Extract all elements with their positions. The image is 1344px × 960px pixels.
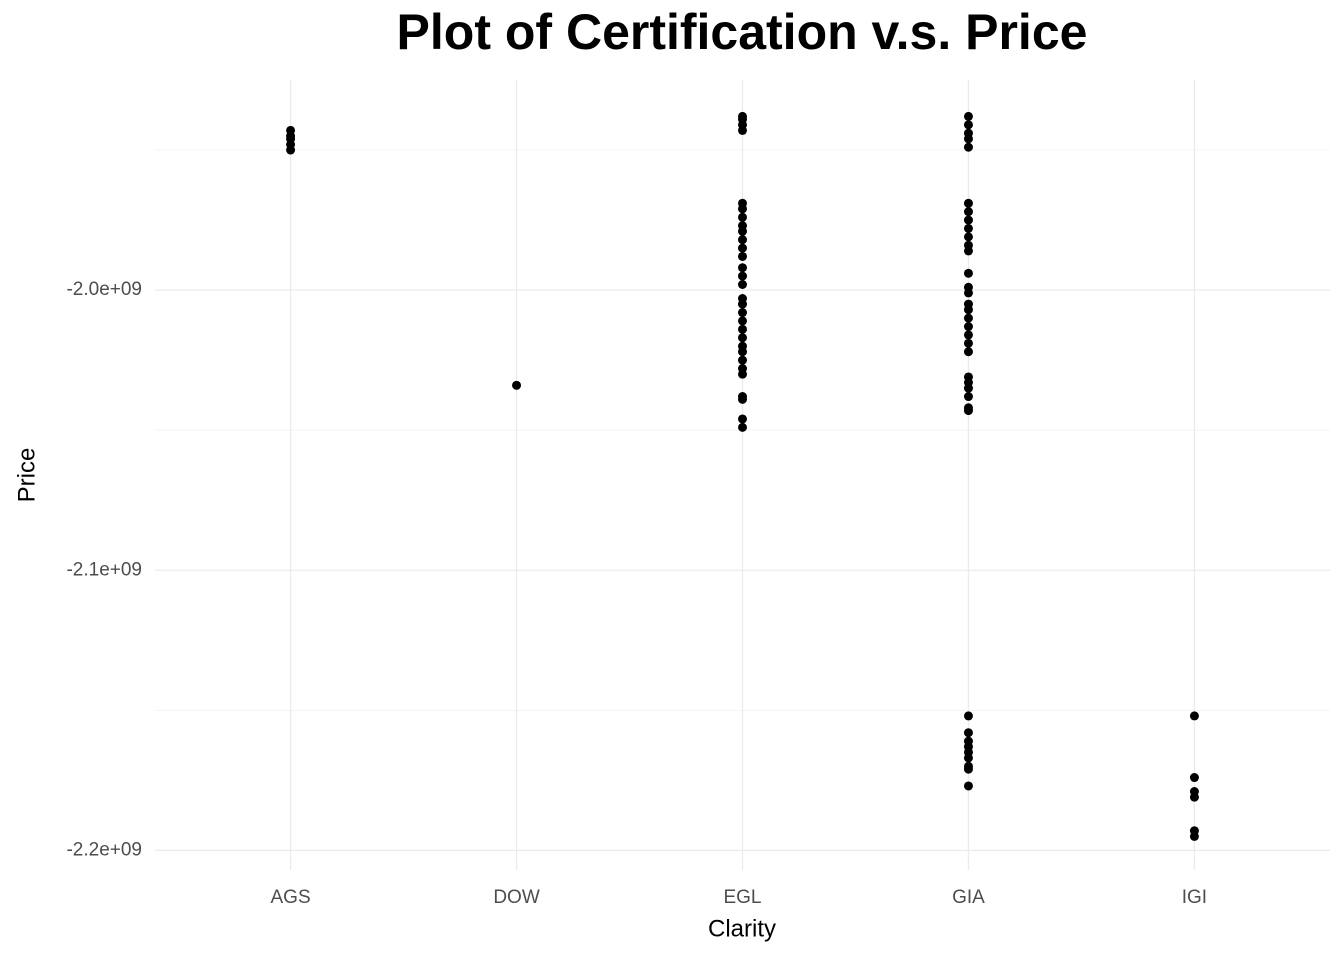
grid <box>155 80 1330 870</box>
point <box>738 280 747 290</box>
point <box>738 263 747 273</box>
point <box>963 764 973 774</box>
point <box>1189 773 1199 783</box>
point <box>738 243 747 253</box>
point <box>738 235 747 245</box>
point <box>738 347 747 357</box>
x-axis-title: Clarity <box>708 915 776 942</box>
point <box>1189 711 1199 721</box>
point <box>963 111 973 121</box>
point <box>963 120 973 130</box>
point <box>963 338 973 348</box>
point <box>963 305 973 315</box>
y-tick-label: -2.1e+09 <box>66 559 142 580</box>
x-tick-label: AGS <box>271 887 311 908</box>
point <box>963 753 973 763</box>
point <box>963 268 973 278</box>
point <box>963 223 973 233</box>
point <box>738 422 747 432</box>
point <box>738 226 747 236</box>
point <box>963 207 973 217</box>
point <box>738 333 747 343</box>
x-tick-label: DOW <box>493 887 540 908</box>
point <box>738 251 747 261</box>
point <box>963 322 973 332</box>
point <box>963 781 973 791</box>
point <box>963 134 973 144</box>
point <box>963 232 973 242</box>
point <box>963 288 973 298</box>
points <box>286 111 1199 841</box>
point <box>963 728 973 738</box>
point <box>738 212 747 222</box>
point <box>738 308 747 318</box>
point <box>963 142 973 152</box>
point <box>738 125 747 135</box>
y-tick-label: -2.0e+09 <box>66 279 142 300</box>
point <box>738 299 747 309</box>
point <box>738 324 747 334</box>
point <box>286 145 296 155</box>
point <box>963 711 973 721</box>
point <box>963 330 973 340</box>
y-axis-title: Price <box>13 448 40 503</box>
point <box>963 246 973 256</box>
y-tick-label: -2.2e+09 <box>66 839 142 860</box>
point <box>738 414 747 424</box>
point <box>738 204 747 214</box>
point <box>738 271 747 281</box>
x-tick-label: GIA <box>952 887 985 908</box>
point <box>963 198 973 208</box>
chart-title: Plot of Certification v.s. Price <box>397 4 1088 60</box>
point <box>963 215 973 225</box>
point <box>963 392 973 402</box>
point <box>738 369 747 379</box>
point <box>738 355 747 365</box>
point <box>963 383 973 393</box>
point <box>963 347 973 357</box>
point <box>512 380 522 390</box>
point <box>1189 831 1199 841</box>
point <box>738 394 747 404</box>
x-tick-label: EGL <box>723 887 761 908</box>
axes: -2.0e+09 -2.1e+09 -2.2e+09 AGS DOW EGL GIA IGI <box>66 279 1207 908</box>
point <box>1189 792 1199 802</box>
point <box>963 406 973 416</box>
point <box>963 313 973 323</box>
x-tick-label: IGI <box>1182 887 1207 908</box>
point <box>738 316 747 326</box>
